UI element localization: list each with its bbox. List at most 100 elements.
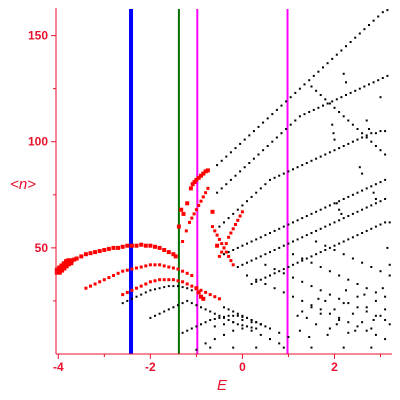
data-point-black: [370, 204, 373, 207]
data-point-red: [220, 242, 224, 246]
data-point-black: [351, 123, 354, 126]
data-point-red: [98, 280, 102, 284]
data-point-black: [140, 293, 143, 296]
data-point-black: [154, 314, 156, 317]
data-point-black: [326, 102, 329, 105]
data-point-black: [333, 106, 336, 109]
data-point-black: [358, 32, 361, 35]
data-point-black: [246, 261, 248, 264]
data-point-black: [322, 66, 324, 69]
data-point-red: [130, 267, 134, 271]
data-point-red: [166, 250, 171, 255]
data-point-black: [195, 325, 198, 328]
data-point-black: [386, 246, 389, 249]
data-point-black: [310, 232, 313, 234]
data-point-black: [338, 297, 341, 300]
data-point-black: [315, 240, 318, 243]
data-point-red: [188, 220, 191, 224]
data-point-black: [287, 336, 290, 338]
data-point-red: [171, 278, 175, 282]
data-point-red: [205, 168, 210, 173]
data-point-black: [356, 306, 359, 309]
axis-ticks: -4 -2 0 2 50 100 150: [28, 29, 381, 374]
data-point-red: [83, 252, 88, 257]
data-point-black: [262, 149, 265, 152]
data-point-black: [278, 174, 281, 177]
data-point-red: [93, 282, 97, 286]
data-point-black: [301, 164, 304, 167]
data-point-black: [269, 251, 271, 254]
data-point-red: [162, 264, 166, 268]
data-point-black: [282, 346, 285, 349]
data-point-black: [340, 96, 343, 99]
data-point-black: [328, 204, 331, 207]
data-point-black: [255, 278, 258, 281]
data-point-black: [303, 113, 306, 116]
data-point-black: [121, 302, 124, 305]
data-point-black: [328, 312, 331, 315]
data-point-black: [315, 323, 318, 326]
data-point-black: [384, 198, 387, 200]
data-point-red: [217, 254, 221, 258]
data-point-black: [317, 70, 320, 73]
data-point-red: [171, 266, 175, 270]
data-point-black: [349, 41, 352, 43]
data-point-black: [368, 83, 370, 86]
data-point-red: [203, 169, 208, 174]
data-point-black: [324, 225, 327, 228]
data-point-black: [273, 272, 276, 275]
data-point-black: [319, 251, 322, 254]
data-point-black: [370, 185, 373, 188]
x-tick-label: -4: [53, 360, 64, 374]
data-point-black: [296, 166, 299, 169]
data-point-black: [259, 255, 262, 258]
data-point-black: [381, 11, 384, 14]
data-point-black: [308, 79, 311, 82]
data-point-black: [255, 257, 258, 260]
data-point-black: [342, 217, 345, 220]
data-point-black: [239, 142, 242, 145]
data-point-black: [167, 285, 170, 288]
data-point-black: [259, 187, 262, 190]
data-point-black: [374, 183, 377, 186]
data-point-black: [384, 130, 387, 133]
data-point-black: [296, 314, 299, 317]
data-point-black: [264, 325, 267, 328]
data-point-black: [236, 246, 239, 249]
data-point-red: [227, 235, 231, 239]
data-point-black: [379, 223, 382, 226]
data-point-red: [229, 231, 233, 235]
data-point-black: [292, 263, 294, 266]
data-point-black: [335, 323, 338, 326]
data-point-black: [356, 325, 359, 328]
data-point-black: [310, 285, 313, 288]
data-point-red: [181, 240, 185, 243]
data-point-red: [194, 208, 198, 212]
data-point-black: [345, 45, 347, 48]
data-point-black: [301, 310, 304, 313]
data-point-black: [262, 121, 265, 124]
data-point-black: [250, 319, 253, 321]
data-point-red: [97, 249, 102, 253]
data-point-black: [319, 155, 322, 158]
data-point-black: [271, 140, 274, 143]
data-point-black: [312, 74, 315, 77]
data-point-black: [177, 304, 179, 307]
data-point-black: [351, 140, 354, 143]
data-point-black: [333, 244, 336, 247]
data-point-black: [347, 238, 350, 241]
data-point-black: [259, 323, 262, 326]
data-point-black: [177, 285, 179, 288]
data-point-black: [315, 89, 318, 92]
data-point-black: [246, 325, 248, 328]
data-point-red: [199, 288, 203, 292]
data-point-black: [342, 198, 345, 200]
data-point-black: [225, 183, 228, 186]
data-point-black: [370, 327, 373, 330]
data-point-black: [356, 283, 359, 285]
data-point-black: [273, 176, 276, 179]
data-point-red: [158, 263, 162, 267]
data-point-red: [106, 246, 111, 251]
data-point-black: [338, 319, 341, 321]
